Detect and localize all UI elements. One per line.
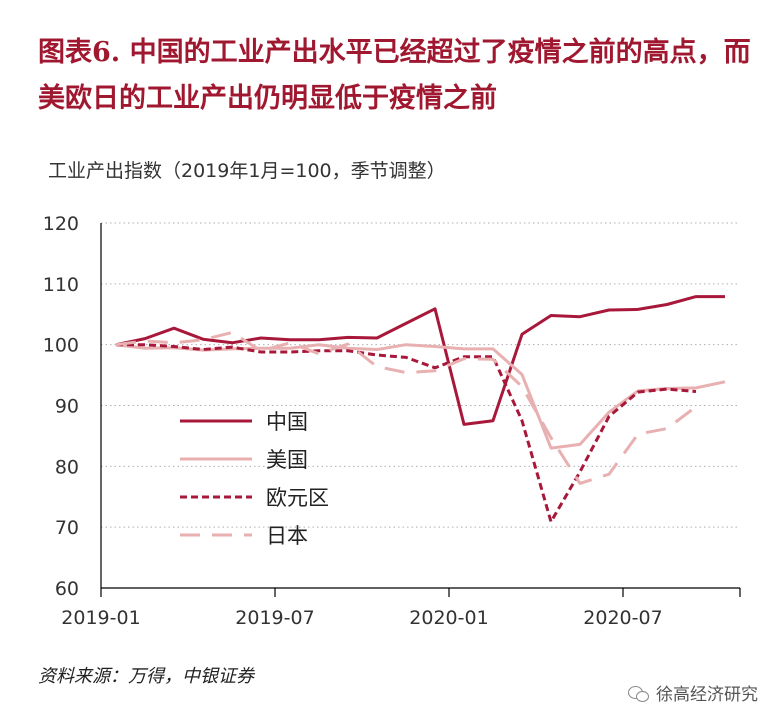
x-tick-label: 2020-01 (409, 607, 488, 629)
y-tick-label: 60 (55, 578, 79, 600)
legend-label: 美国 (266, 448, 308, 472)
y-axis-label: 工业产出指数（2019年1月=100，季节调整） (48, 160, 446, 182)
legend-label: 日本 (266, 524, 308, 548)
x-tick-label: 2020-07 (583, 607, 662, 629)
y-tick-label: 90 (55, 396, 79, 418)
x-tick-label: 2019-01 (61, 607, 140, 629)
legend-label: 欧元区 (266, 486, 329, 510)
wechat-icon (628, 684, 650, 702)
y-tick-label: 70 (55, 517, 79, 539)
chart-title: 图表6. 中国的工业产出水平已经超过了疫情之前的高点，而美欧日的工业产出仍明显低… (38, 37, 751, 114)
watermark: 徐高经济研究 (628, 680, 758, 705)
y-tick-label: 100 (43, 335, 79, 357)
y-tick-label: 120 (43, 213, 79, 235)
legend-label: 中国 (266, 410, 308, 434)
watermark-text: 徐高经济研究 (656, 685, 758, 705)
series-line-欧元区 (116, 343, 697, 524)
y-tick-label: 110 (43, 274, 79, 296)
series-line-中国 (115, 295, 725, 426)
x-tick-label: 2019-07 (235, 607, 314, 629)
y-tick-label: 80 (55, 456, 79, 478)
series-line-日本 (115, 331, 697, 485)
source-note: 资料来源：万得，中银证券 (38, 666, 254, 687)
